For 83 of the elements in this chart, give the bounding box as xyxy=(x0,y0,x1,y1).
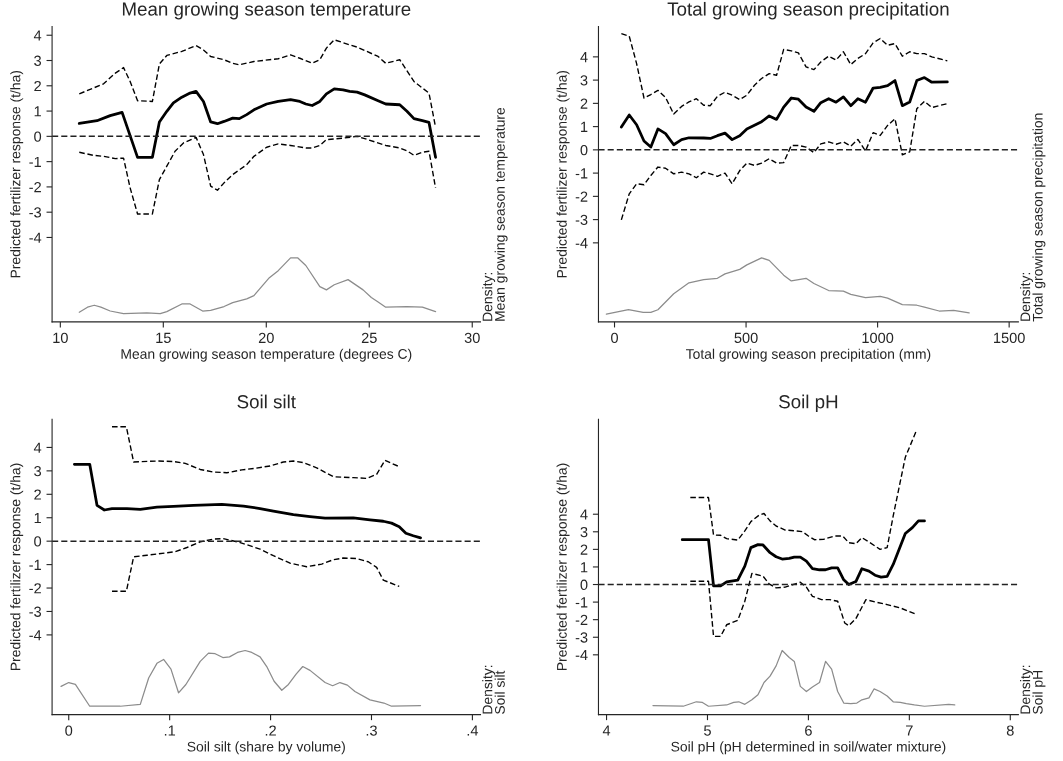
y-tick-label: 4 xyxy=(580,52,588,63)
x-tick-label: 15 xyxy=(156,332,171,344)
y-tick-label: -4 xyxy=(29,630,42,641)
y-tick-label: 2 xyxy=(580,544,588,555)
y-tick-label: 0 xyxy=(580,579,588,590)
line-series xyxy=(619,76,949,149)
x-tick-label: 0 xyxy=(611,332,618,344)
y-tick-label: -2 xyxy=(575,614,588,625)
y-tick-label: -3 xyxy=(29,606,42,617)
y-tick-label: -1 xyxy=(575,597,588,608)
x-tick-label: 25 xyxy=(361,332,377,344)
line-series xyxy=(680,519,926,588)
y-axis-title: Density: Total growing season precipitation xyxy=(1020,113,1046,322)
x-tick-label: 10 xyxy=(53,332,68,344)
y-tick-label: -1 xyxy=(29,559,41,570)
x-axis-title: Soil pH (pH determined in soil/water mixture) xyxy=(671,741,946,755)
x-tick-label: .3 xyxy=(366,725,377,736)
y-tick-label: 3 xyxy=(34,55,42,66)
x-tick-label: 1500 xyxy=(994,332,1025,344)
line-series xyxy=(73,462,422,540)
y-axis-title: Predicted fertilizer response (t/ha) xyxy=(10,463,24,671)
y-tick-label: -4 xyxy=(575,238,588,249)
x-tick-label: .4 xyxy=(467,725,479,736)
x-tick-label: 8 xyxy=(1006,725,1014,736)
y-tick-label: 3 xyxy=(580,75,588,86)
y-tick-label: 2 xyxy=(580,98,588,109)
y-tick-label: 0 xyxy=(580,144,588,156)
y-tick-label: 1 xyxy=(34,106,41,117)
line-series xyxy=(620,32,949,115)
y-tick-label: 2 xyxy=(34,80,41,92)
y-axis-title: Predicted fertilizer response (t/ha) xyxy=(10,70,24,278)
y-tick-label: 0 xyxy=(34,131,42,142)
line-series xyxy=(77,87,437,159)
y-tick-label: 3 xyxy=(34,465,42,477)
chart-title: Soil pH xyxy=(779,394,838,413)
x-tick-label: 6 xyxy=(805,725,812,736)
x-tick-label: 0 xyxy=(65,725,73,736)
y-tick-label: 4 xyxy=(580,509,588,520)
y-axis-title: Predicted fertilizer response (t/ha) xyxy=(556,70,570,278)
y-tick-label: 4 xyxy=(33,30,42,41)
y-tick-label: -3 xyxy=(575,632,588,643)
line-series xyxy=(111,426,400,480)
x-tick-label: 500 xyxy=(734,332,758,344)
y-tick-label: -3 xyxy=(29,207,42,218)
x-tick-label: 7 xyxy=(906,725,913,736)
line-series xyxy=(689,429,918,551)
y-tick-label: -4 xyxy=(29,232,42,243)
x-tick-label: 30 xyxy=(464,332,480,344)
line-series xyxy=(78,39,437,128)
y-tick-label: 1 xyxy=(581,121,588,132)
y-tick-label: 1 xyxy=(34,512,41,524)
x-axis-title: Soil silt (share by volume) xyxy=(187,741,345,755)
y-tick-label: 4 xyxy=(33,442,42,453)
y-tick-label: -4 xyxy=(575,650,588,661)
x-tick-label: .2 xyxy=(265,725,276,736)
x-axis-title: Total growing season precipitation (mm) xyxy=(686,348,931,362)
x-tick-label: .1 xyxy=(164,725,176,736)
y-tick-label: 0 xyxy=(34,536,42,547)
x-tick-label: 5 xyxy=(704,725,711,736)
x-tick-label: 1000 xyxy=(862,332,894,344)
y-tick-label: 3 xyxy=(580,526,588,538)
y-tick-label: -3 xyxy=(575,214,588,226)
line-series xyxy=(78,135,437,215)
line-series xyxy=(689,572,917,638)
y-tick-label: -1 xyxy=(575,168,588,179)
x-tick-label: 20 xyxy=(258,332,274,344)
y-tick-label: -2 xyxy=(29,182,41,193)
y-axis-title: Density: Soil pH xyxy=(1020,665,1046,714)
y-axis-title: Density: Mean growing season temperature xyxy=(482,107,508,321)
y-axis-title: Predicted fertilizer response (t/ha) xyxy=(556,463,570,671)
line-series xyxy=(111,537,400,593)
chart-title: Total growing season precipitation xyxy=(667,1,949,20)
y-tick-label: -2 xyxy=(29,583,41,594)
line-series xyxy=(620,100,949,221)
y-tick-label: 2 xyxy=(34,489,41,500)
x-axis-title: Mean growing season temperature (degrees C) xyxy=(121,348,412,362)
y-tick-label: -1 xyxy=(29,156,41,167)
chart-title: Soil silt xyxy=(237,394,296,409)
y-tick-label: -2 xyxy=(575,191,588,202)
y-tick-label: 1 xyxy=(581,562,588,573)
y-axis-title: Density: Soil silt xyxy=(482,665,505,714)
chart-title: Mean growing season temperature xyxy=(122,1,411,20)
x-tick-label: 4 xyxy=(602,725,611,736)
